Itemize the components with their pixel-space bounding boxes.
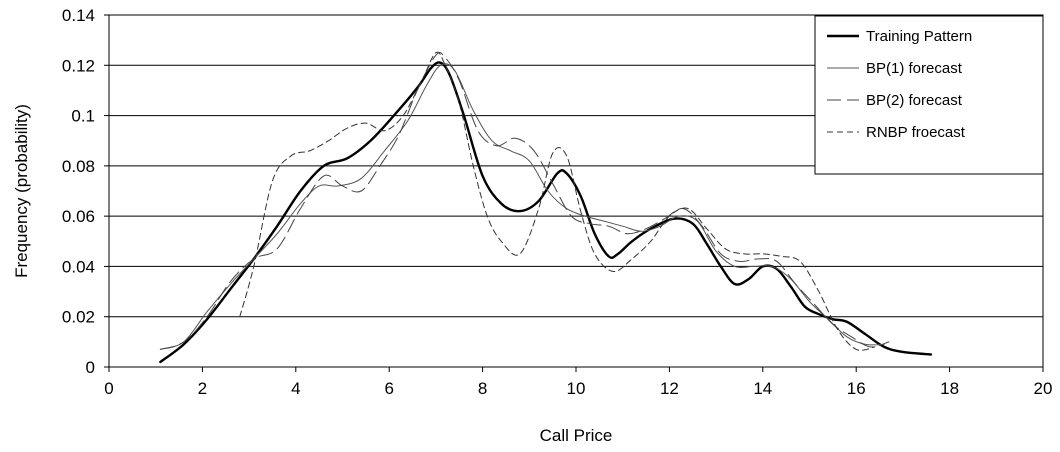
x-tick-label: 14 <box>753 379 772 398</box>
legend-label: BP(2) forecast <box>866 92 963 109</box>
series-line-3 <box>159 52 890 350</box>
y-tick-label: 0.14 <box>62 6 95 25</box>
x-tick-label: 8 <box>478 379 487 398</box>
gridlines <box>109 64 1043 318</box>
y-tick-label: 0 <box>86 358 95 377</box>
legend-label: Training Pattern <box>866 28 972 45</box>
x-axis: 0 2 4 6 8 10 12 14 16 18 20 <box>104 367 1052 398</box>
x-tick-label: 0 <box>104 379 113 398</box>
series-line-2 <box>159 63 885 350</box>
legend-label: BP(1) forecast <box>866 60 963 77</box>
legend-label: RNBP froecast <box>866 124 966 141</box>
legend: Training Pattern BP(1) forecast BP(2) fore… <box>814 15 1044 175</box>
x-tick-label: 2 <box>198 379 207 398</box>
x-tick-label: 20 <box>1034 379 1053 398</box>
series-line-1 <box>159 61 933 364</box>
x-tick-label: 4 <box>291 379 300 398</box>
series-lines <box>159 51 933 364</box>
x-tick-label: 6 <box>384 379 393 398</box>
x-tick-label: 16 <box>847 379 866 398</box>
y-axis: 0 0.02 0.04 0.06 0.08 0.1 0.12 0.14 <box>62 6 109 377</box>
x-axis-title: Call Price <box>540 426 613 445</box>
y-tick-label: 0.12 <box>62 56 95 75</box>
x-tick-label: 12 <box>660 379 679 398</box>
y-axis-title: Frequency (probability) <box>12 104 31 278</box>
y-tick-label: 0.1 <box>71 107 95 126</box>
x-tick-label: 18 <box>940 379 959 398</box>
y-tick-label: 0.06 <box>62 207 95 226</box>
y-tick-label: 0.08 <box>62 157 95 176</box>
series-line-4 <box>239 51 876 351</box>
y-tick-label: 0.02 <box>62 308 95 327</box>
y-tick-label: 0.04 <box>62 257 95 276</box>
x-tick-label: 10 <box>567 379 586 398</box>
legend-box <box>814 15 1044 175</box>
